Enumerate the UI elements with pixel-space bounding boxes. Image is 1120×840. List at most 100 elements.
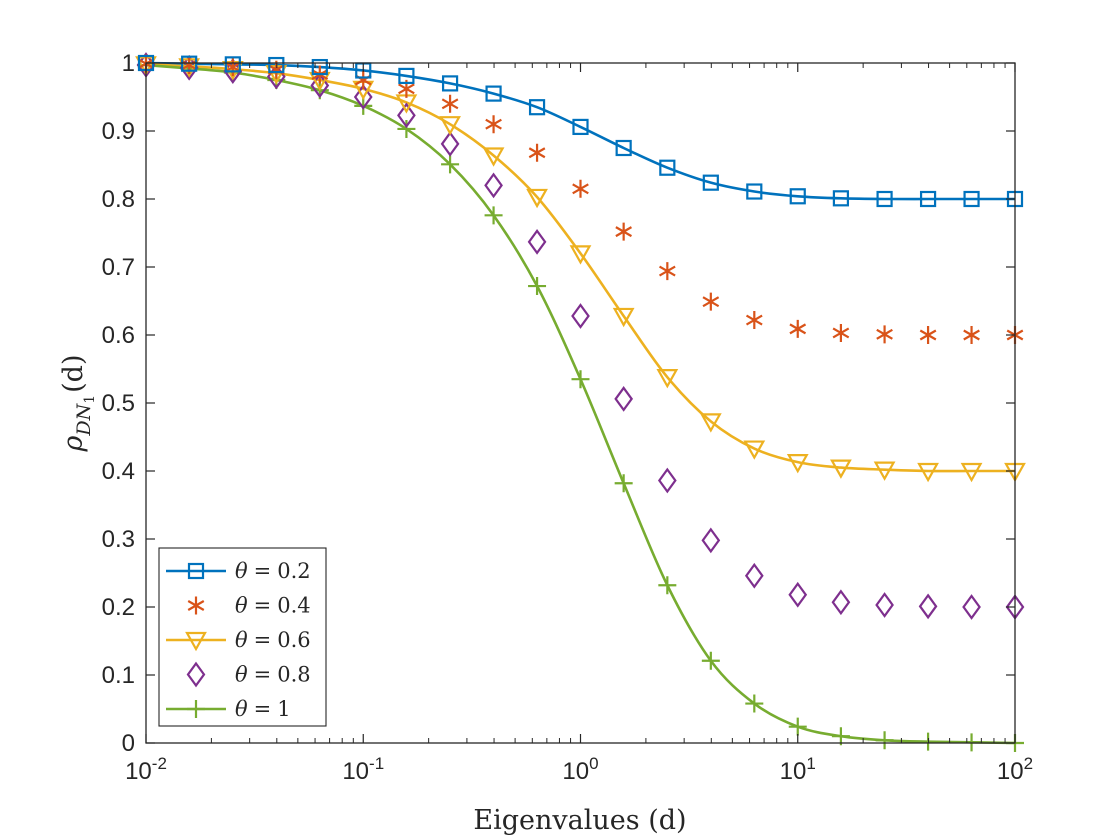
data-point [963,190,980,208]
data-point [268,56,285,74]
legend-marker [187,562,205,580]
data-point [615,222,633,241]
data-point [963,326,980,344]
data-point [572,179,589,198]
legend-entry-5: θ = 1 [166,697,291,721]
y-tick-label: 1 [122,50,135,77]
x-tick-label: 10-1 [342,754,384,785]
data-point [831,727,850,746]
data-point [397,119,416,138]
y-axis-label-subsub: 1 [82,395,98,404]
data-point [528,99,546,116]
data-point [439,116,461,136]
y-tick-label: 0 [122,730,135,757]
data-point [701,651,720,670]
data-point [788,581,808,608]
y-tick-label: 0.6 [102,322,135,349]
y-tick-label: 0.4 [102,458,135,485]
data-point [526,188,548,209]
data-point [832,190,850,207]
x-axis-label: Eigenvalues (d) [473,805,686,836]
legend-entry-1: θ = 0.2 [166,559,311,583]
legend-label: θ = 0.4 [235,594,311,618]
data-point [658,262,676,281]
y-axis-label-rho: ρ [58,436,89,453]
data-point [181,55,198,72]
data-point [485,85,502,102]
legend-marker [187,596,205,615]
data-point [873,461,896,481]
data-point [962,733,981,752]
data-point [656,369,679,389]
data-point [789,188,806,205]
y-tick-label: 0.2 [102,594,135,621]
y-tick-label: 0.5 [102,390,135,417]
data-point [743,440,766,460]
data-point [659,159,676,176]
data-point [571,370,590,389]
data-point [441,94,459,113]
legend-label: θ = 0.8 [235,663,311,687]
data-point [353,84,373,110]
series-4-markers [136,52,1025,620]
data-point [482,147,505,167]
legend-label: θ = 0.2 [235,559,311,583]
data-point [441,75,459,92]
legend-label: θ = 1 [235,697,291,721]
data-point [612,307,635,328]
data-point [789,319,807,338]
data-point [702,292,720,311]
data-point [875,731,894,750]
data-point [224,58,242,77]
data-point [831,589,851,616]
legend-marker [185,631,207,652]
data-point [917,462,939,483]
data-point [614,474,633,493]
data-point [527,228,547,255]
y-tick-label: 0.3 [102,526,135,553]
axis-ticks: 0 0.1 0.2 0.3 0.4 0.5 0.6 0.7 0.8 0.9 1 10-2 10-1 100… [102,50,1033,785]
data-point [918,593,938,620]
y-tick-label: 0.7 [102,254,135,281]
x-tick-label: 10-2 [125,754,167,785]
data-point [657,467,677,494]
x-tick-label: 101 [780,754,816,785]
data-point [571,303,590,329]
data-point [876,325,893,344]
x-tick-label: 102 [997,754,1033,785]
data-point [702,174,719,191]
data-point [484,172,503,199]
data-point [786,454,809,474]
data-point [699,413,722,433]
data-point [701,527,721,554]
data-point [615,139,632,157]
data-point [224,56,241,73]
legend-label: θ = 0.6 [235,628,311,652]
data-point [397,102,416,129]
y-tick-label: 0.8 [102,186,135,213]
data-point [311,58,328,76]
data-point [746,183,763,200]
data-point [744,562,764,589]
legend-box [158,547,327,727]
data-point [528,143,546,162]
data-point [962,594,981,620]
data-point [572,118,589,136]
data-point [960,462,983,483]
y-tick-label: 0.9 [102,118,135,145]
series-line-1 [145,61,1015,201]
series-1-markers [137,54,1024,208]
data-point [788,717,807,736]
legend-marker [186,661,206,688]
data-point [569,245,592,265]
data-point [830,459,852,479]
data-point [485,115,502,134]
series-line-3 [145,63,1015,473]
data-point [528,277,547,296]
data-point [745,694,764,713]
data-point [876,190,893,208]
data-point [440,131,460,157]
legend-entry-3: θ = 0.6 [166,628,311,652]
data-point [398,67,415,85]
